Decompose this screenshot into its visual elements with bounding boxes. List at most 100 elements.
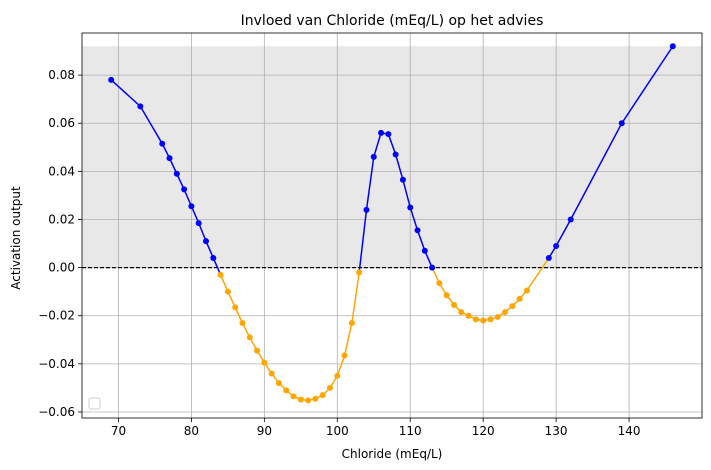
data-point xyxy=(523,287,530,294)
x-axis-label: Chloride (mEq/L) xyxy=(342,447,443,461)
series-segment xyxy=(373,132,382,158)
data-point xyxy=(436,280,443,287)
data-point xyxy=(203,238,209,245)
data-point xyxy=(429,264,436,271)
data-point xyxy=(268,370,275,377)
series-segment xyxy=(343,322,353,356)
data-point xyxy=(348,319,355,326)
series-segment xyxy=(198,222,207,242)
data-point xyxy=(494,313,501,320)
data-point xyxy=(509,303,516,310)
series-segment xyxy=(409,207,419,231)
data-point xyxy=(239,319,246,326)
data-point xyxy=(480,317,487,324)
data-point xyxy=(392,151,399,158)
y-tick-label: 0.02 xyxy=(48,212,75,226)
series-segment xyxy=(387,133,397,155)
x-tick-label: 140 xyxy=(618,424,641,438)
axes-frame xyxy=(81,32,703,419)
data-point xyxy=(451,301,457,308)
y-tick-label: 0.00 xyxy=(48,261,75,275)
data-point xyxy=(465,312,472,319)
y-tick-label: −0.02 xyxy=(38,309,75,323)
data-point xyxy=(166,155,173,162)
data-point xyxy=(385,131,392,138)
data-point xyxy=(108,76,115,83)
data-point xyxy=(421,247,428,254)
x-tick-label: 130 xyxy=(545,424,568,438)
data-point xyxy=(443,292,450,299)
series-segment xyxy=(394,154,404,180)
series-segment xyxy=(336,355,346,377)
data-point xyxy=(217,271,224,278)
data-point xyxy=(399,176,406,183)
data-point xyxy=(275,380,282,387)
data-point xyxy=(487,316,494,323)
series-segment xyxy=(402,179,411,208)
x-tick-label: 120 xyxy=(472,424,495,438)
x-tick-label: 100 xyxy=(326,424,349,438)
series-segment xyxy=(621,45,674,124)
x-tick-label: 70 xyxy=(111,424,126,438)
x-tick-label: 110 xyxy=(399,424,422,438)
data-point xyxy=(297,396,304,403)
y-tick-label: −0.06 xyxy=(38,405,75,419)
data-point xyxy=(181,186,188,193)
data-point xyxy=(378,129,385,136)
data-point xyxy=(407,204,414,211)
data-point xyxy=(210,254,217,261)
data-point xyxy=(290,393,297,400)
shaded-band xyxy=(82,46,702,268)
series-segment xyxy=(139,106,163,145)
data-point xyxy=(173,170,180,177)
data-point xyxy=(341,352,348,359)
data-point xyxy=(516,295,523,302)
y-tick-label: 0.06 xyxy=(48,116,75,130)
data-point xyxy=(472,316,479,323)
data-point xyxy=(312,395,319,402)
legend-box xyxy=(88,397,101,410)
chart-title: Invloed van Chloride (mEq/L) op het advi… xyxy=(241,13,544,29)
series-segment xyxy=(212,257,222,276)
series-segment xyxy=(219,274,229,292)
series-segment xyxy=(110,79,141,107)
series-segment xyxy=(358,209,368,273)
data-point xyxy=(261,359,268,366)
data-point xyxy=(254,347,261,354)
series-segment xyxy=(351,272,360,324)
data-point xyxy=(232,304,239,311)
x-tick-label: 80 xyxy=(184,424,199,438)
data-point xyxy=(618,120,625,127)
data-point xyxy=(283,387,290,394)
data-point xyxy=(356,269,363,276)
y-axis-label: Activation output xyxy=(9,186,23,290)
data-point xyxy=(224,288,231,295)
data-point xyxy=(502,309,509,316)
series-segment xyxy=(190,205,200,224)
data-point xyxy=(188,203,195,210)
data-point xyxy=(159,140,166,147)
y-tick-label: 0.04 xyxy=(48,164,75,178)
y-tick-label: −0.04 xyxy=(38,357,75,371)
data-point xyxy=(305,397,312,404)
data-point xyxy=(363,206,370,213)
data-point xyxy=(195,220,202,227)
series-segment xyxy=(526,257,550,291)
data-point xyxy=(319,392,326,399)
series-segment xyxy=(183,189,193,207)
data-point xyxy=(458,309,465,316)
data-point xyxy=(246,334,253,341)
y-tick-label: 0.08 xyxy=(48,68,75,82)
series-segment xyxy=(365,156,375,210)
plot-area: 70 80 90 100 110 120 130 140 −0.06 −0.04 −0.02 0.00… xyxy=(38,32,703,438)
series-segment xyxy=(416,230,426,252)
data-point xyxy=(669,43,676,50)
data-point xyxy=(327,384,333,391)
data-point xyxy=(370,153,377,160)
series-segment xyxy=(570,122,623,220)
data-point xyxy=(567,216,574,223)
data-point xyxy=(553,242,560,249)
data-point xyxy=(137,103,144,110)
data-point xyxy=(334,372,341,379)
